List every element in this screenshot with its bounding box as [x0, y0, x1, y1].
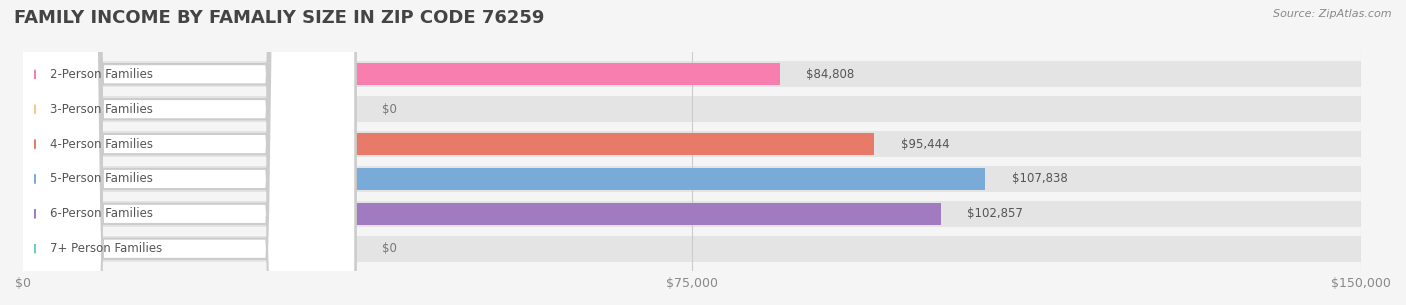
- Bar: [22, 96, 1361, 122]
- Bar: [22, 168, 986, 190]
- FancyBboxPatch shape: [14, 0, 356, 305]
- Text: $0: $0: [382, 242, 396, 255]
- Text: 6-Person Families: 6-Person Families: [51, 207, 153, 221]
- Bar: [22, 203, 941, 225]
- Text: $84,808: $84,808: [806, 68, 855, 81]
- FancyBboxPatch shape: [14, 0, 356, 305]
- Bar: [22, 166, 1361, 192]
- Text: $102,857: $102,857: [967, 207, 1024, 221]
- Text: 7+ Person Families: 7+ Person Families: [51, 242, 163, 255]
- Bar: [22, 63, 779, 85]
- Bar: [22, 61, 1361, 87]
- FancyBboxPatch shape: [14, 0, 356, 305]
- Text: Source: ZipAtlas.com: Source: ZipAtlas.com: [1274, 9, 1392, 19]
- Bar: [22, 133, 875, 155]
- Text: $107,838: $107,838: [1012, 172, 1067, 185]
- Bar: [22, 236, 1361, 262]
- Text: FAMILY INCOME BY FAMALIY SIZE IN ZIP CODE 76259: FAMILY INCOME BY FAMALIY SIZE IN ZIP COD…: [14, 9, 544, 27]
- Text: $0: $0: [382, 103, 396, 116]
- Text: 2-Person Families: 2-Person Families: [51, 68, 153, 81]
- Text: 4-Person Families: 4-Person Families: [51, 138, 153, 151]
- Text: 5-Person Families: 5-Person Families: [51, 172, 153, 185]
- Bar: [22, 131, 1361, 157]
- FancyBboxPatch shape: [14, 0, 356, 305]
- Bar: [22, 201, 1361, 227]
- Text: 3-Person Families: 3-Person Families: [51, 103, 153, 116]
- FancyBboxPatch shape: [14, 0, 356, 305]
- Text: $95,444: $95,444: [901, 138, 950, 151]
- FancyBboxPatch shape: [14, 0, 356, 305]
